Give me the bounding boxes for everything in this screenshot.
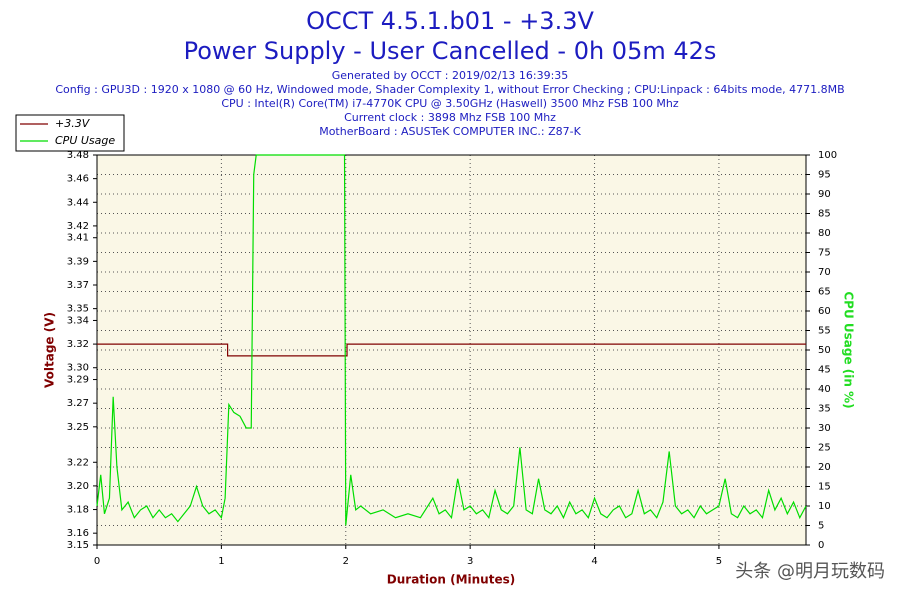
y-tick-label: 3.29 (67, 375, 89, 386)
series-line (96, 154, 807, 526)
y-tick-label: 3.18 (67, 505, 89, 516)
y-tick-label: 3.27 (67, 398, 89, 409)
legend-box (15, 114, 125, 152)
x-tick-label: 3 (467, 556, 473, 567)
y2-tick-label: 45 (818, 365, 831, 376)
y2-tick-label: 80 (818, 228, 831, 239)
y-tick-label: 3.22 (67, 457, 89, 468)
info-line: Generated by OCCT : 2019/02/13 16:39:35 (332, 69, 569, 82)
watermark: 头条 @明月玩数码 (735, 561, 885, 582)
x-tick-label: 4 (591, 556, 597, 567)
x-tick-label: 0 (94, 556, 100, 567)
y2-tick-label: 15 (818, 482, 831, 493)
legend-label: +3.3V (55, 117, 91, 130)
info-line: CPU : Intel(R) Core(TM) i7-4770K CPU @ 3… (221, 97, 679, 110)
y2-tick-label: 0 (818, 540, 824, 551)
y-tick-label: 3.42 (67, 221, 89, 232)
y-tick-label: 3.41 (67, 233, 89, 244)
y-tick-label: 3.25 (67, 422, 89, 433)
y2-axis-title: CPU Usage (in %) (842, 291, 856, 408)
y2-tick-label: 60 (818, 306, 831, 317)
y-tick-label: 3.35 (67, 304, 89, 315)
y-tick-label: 3.37 (67, 280, 89, 291)
x-tick-label: 1 (218, 556, 224, 567)
y-tick-label: 3.48 (67, 150, 89, 161)
y-tick-label: 3.34 (67, 315, 89, 326)
y2-tick-label: 85 (818, 209, 831, 220)
y2-tick-label: 20 (818, 462, 831, 473)
y2-tick-label: 75 (818, 248, 831, 259)
plot-area (97, 155, 806, 545)
y2-tick-label: 65 (818, 287, 831, 298)
legend-label: CPU Usage (55, 134, 115, 147)
y-tick-label: 3.39 (67, 256, 89, 267)
y-tick-label: 3.46 (67, 174, 89, 185)
y2-tick-label: 40 (818, 384, 831, 395)
y-tick-label: 3.30 (67, 363, 89, 374)
x-axis-title: Duration (Minutes) (387, 573, 515, 587)
info-line: Current clock : 3898 Mhz FSB 100 Mhz (344, 111, 556, 124)
y2-tick-label: 35 (818, 404, 831, 415)
y2-tick-label: 95 (818, 170, 831, 181)
y2-tick-label: 25 (818, 443, 831, 454)
y-tick-label: 3.32 (67, 339, 89, 350)
y2-tick-label: 55 (818, 326, 831, 337)
x-tick-label: 2 (343, 556, 349, 567)
info-line: MotherBoard : ASUSTeK COMPUTER INC.: Z87… (319, 125, 581, 138)
y-tick-label: 3.44 (67, 197, 89, 208)
y2-tick-label: 70 (818, 267, 831, 278)
y2-tick-label: 10 (818, 501, 831, 512)
plot-border (96, 154, 807, 546)
chart-subtitle: Power Supply - User Cancelled - 0h 05m 4… (184, 37, 717, 65)
y-tick-label: 3.16 (67, 528, 89, 539)
y2-tick-label: 50 (818, 345, 831, 356)
y2-tick-label: 90 (818, 189, 831, 200)
series-line (97, 343, 806, 357)
y2-tick-label: 30 (818, 423, 831, 434)
chart-title: OCCT 4.5.1.b01 - +3.3V (306, 7, 594, 35)
y-tick-label: 3.20 (67, 481, 89, 492)
x-tick-label: 5 (716, 556, 722, 567)
y-tick-label: 3.15 (67, 540, 89, 551)
y2-tick-label: 100 (818, 150, 837, 161)
y2-tick-label: 5 (818, 521, 824, 532)
y-axis-title: Voltage (V) (43, 312, 57, 388)
info-line: Config : GPU3D : 1920 x 1080 @ 60 Hz, Wi… (55, 83, 844, 96)
